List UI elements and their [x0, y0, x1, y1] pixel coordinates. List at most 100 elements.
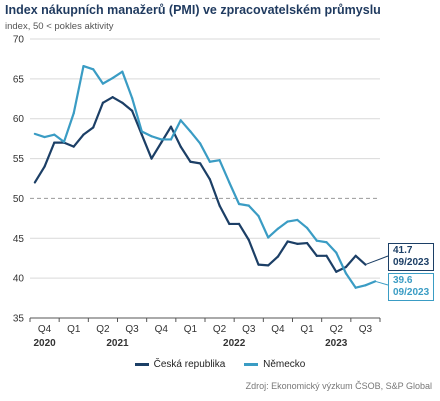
series-segment-cz: [169, 125, 182, 148]
y-tick-label: 70: [13, 35, 25, 46]
x-quarter-label: Q1: [300, 324, 314, 335]
series-segment-cz: [296, 241, 309, 245]
legend-swatch-de: [244, 363, 259, 366]
series-segment-de: [257, 214, 270, 239]
source-note: Zdroj: Ekonomický výzkum ČSOB, S&P Globa…: [245, 381, 432, 391]
series-segment-cz: [344, 254, 357, 269]
y-tick-label: 35: [13, 314, 25, 325]
legend-label-cz: Česká republika: [153, 359, 226, 370]
series-segment-cz: [62, 141, 75, 148]
x-quarter-label: Q2: [213, 324, 227, 335]
series-segment-de: [218, 159, 231, 184]
series-segment-cz: [72, 133, 85, 148]
series-segment-cz: [286, 240, 299, 245]
x-year-label: 2023: [325, 338, 348, 349]
x-year-label: 2020: [33, 338, 56, 349]
callout-de-date: 09/2023: [393, 287, 430, 298]
series-segment-cz: [276, 240, 289, 258]
series-segment-cz: [130, 109, 143, 136]
x-quarter-label: Q4: [155, 324, 169, 335]
y-tick-label: 45: [13, 234, 25, 245]
series-segment-de: [286, 218, 299, 223]
series-segment-cz: [267, 255, 280, 267]
series-segment-cz: [208, 178, 221, 207]
series-segment-de: [228, 181, 241, 206]
series-segment-cz: [121, 101, 134, 112]
series-segment-de: [33, 132, 46, 139]
legend-item-cz: Česká republika: [134, 359, 226, 370]
series-segment-cz: [354, 254, 367, 266]
x-quarter-label: Q1: [67, 324, 81, 335]
callout-cz-date: 09/2023: [393, 257, 430, 268]
x-quarter-label: Q1: [184, 324, 198, 335]
series-segment-cz: [237, 222, 250, 241]
series-segment-cz: [82, 126, 95, 136]
y-tick-label: 60: [13, 114, 25, 125]
callout-connector-de: [375, 280, 389, 286]
callout-de: 39.6 09/2023: [388, 273, 435, 301]
x-quarter-label: Q3: [359, 324, 373, 335]
x-quarter-label: Q2: [96, 324, 110, 335]
series-segment-cz: [43, 141, 56, 168]
series-segment-de: [189, 130, 202, 145]
series-segment-de: [325, 241, 338, 254]
callout-cz: 41.7 09/2023: [388, 243, 435, 271]
series-segment-de: [276, 220, 289, 230]
chart-title: Index nákupních manažerů (PMI) ve zpraco…: [5, 3, 381, 17]
x-quarter-label: Q4: [38, 324, 52, 335]
series-segment-de: [82, 65, 95, 71]
series-segment-de: [344, 272, 357, 289]
series-segment-de: [53, 133, 66, 143]
series-segment-cz: [111, 96, 124, 104]
series-segment-cz: [140, 133, 153, 160]
series-segment-de: [72, 65, 85, 115]
series-segment-de: [296, 218, 309, 230]
callout-connector-cz: [365, 255, 389, 266]
y-tick-label: 55: [13, 154, 25, 165]
series-segment-de: [315, 239, 328, 244]
series-segment-cz: [33, 165, 46, 184]
series-segment-cz: [325, 254, 338, 273]
series-segment-cz: [199, 162, 211, 181]
pmi-line-chart: 35 40 45 50 55 60 65 70 Q4 Q1 Q2 Q3 Q4 Q1 Q2 Q3 Q4 Q1 Q2 Q3…: [13, 35, 389, 349]
callout-de-value: 39.6: [393, 275, 413, 286]
legend-item-de: Německo: [244, 359, 305, 370]
chart-legend: Česká republika Německo: [0, 358, 440, 370]
series-segment-de: [237, 202, 250, 207]
series-segment-de: [121, 70, 134, 100]
series-segment-de: [247, 204, 260, 218]
series-segment-de: [305, 226, 318, 242]
series-segment-de: [101, 76, 114, 85]
series-segment-de: [150, 135, 163, 141]
series-segment-de: [62, 112, 75, 143]
series-segment-cz: [247, 238, 260, 266]
series-segment-de: [92, 68, 105, 85]
x-quarter-label: Q2: [330, 324, 344, 335]
callout-cz-value: 41.7: [393, 245, 413, 256]
series-segment-de: [199, 142, 211, 163]
series-segment-de: [179, 119, 192, 133]
series-segment-de: [43, 133, 56, 139]
series-segment-de: [364, 280, 377, 287]
series-segment-de: [267, 227, 280, 239]
legend-swatch-cz: [134, 363, 149, 366]
x-year-label: 2021: [106, 338, 129, 349]
series-segment-de: [111, 70, 124, 80]
x-quarter-label: Q4: [271, 324, 285, 335]
series-segment-de: [130, 96, 143, 133]
series-segment-cz: [101, 96, 114, 104]
series-segment-de: [335, 251, 348, 275]
series-segment-cz: [305, 241, 318, 257]
series-segment-cz: [218, 204, 231, 226]
legend-label-de: Německo: [263, 359, 306, 370]
series-segment-de: [140, 130, 153, 138]
x-quarter-label: Q3: [125, 324, 139, 335]
x-year-label: 2022: [223, 338, 246, 349]
y-tick-label: 65: [13, 74, 25, 85]
series-segment-de: [169, 119, 182, 141]
y-tick-label: 50: [13, 194, 25, 205]
series-segment-de: [208, 159, 221, 163]
series-segment-cz: [150, 141, 163, 160]
x-quarter-label: Q3: [242, 324, 256, 335]
series-segment-cz: [179, 145, 192, 163]
